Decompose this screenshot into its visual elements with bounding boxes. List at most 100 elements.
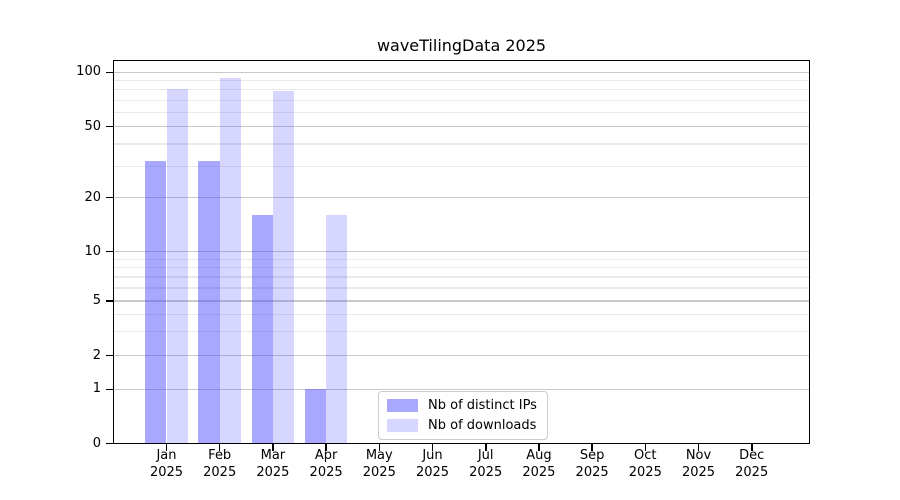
x-tick-year: 2025	[309, 464, 343, 480]
x-tick-mark	[538, 443, 540, 451]
bar-distinct-ips	[251, 215, 273, 444]
gridline-minor	[114, 99, 809, 101]
y-tick-mark	[106, 250, 113, 253]
gridline-minor	[114, 266, 809, 269]
legend: Nb of distinct IPs Nb of downloads	[378, 391, 548, 440]
x-tick-label: Apr 2025	[294, 448, 358, 481]
x-tick-year: 2025	[681, 464, 716, 480]
x-tick-label: Mar 2025	[241, 448, 305, 481]
x-tick-label: Feb 2025	[188, 448, 252, 481]
y-tick-label: 1	[92, 381, 101, 397]
x-tick-year: 2025	[362, 464, 396, 480]
x-tick-mark	[165, 443, 168, 451]
x-tick-year: 2025	[628, 464, 662, 480]
x-tick-label: May 2025	[347, 448, 411, 481]
x-tick-month: Dec	[739, 448, 765, 463]
x-tick-month: Jul	[477, 448, 494, 463]
gridline-minor	[114, 276, 809, 278]
y-tick-label: 20	[84, 189, 101, 205]
y-tick-mark	[106, 442, 113, 445]
gridline-minor	[114, 313, 809, 315]
y-tick-label: 10	[84, 243, 101, 259]
x-tick-mark	[272, 443, 274, 451]
x-tick-year: 2025	[522, 464, 556, 480]
x-tick-month: Jan	[156, 448, 177, 463]
x-tick-month: Nov	[685, 448, 712, 463]
legend-swatch-distinct-ips	[387, 399, 418, 412]
x-tick-label: Sep 2025	[560, 448, 624, 481]
x-tick-mark	[644, 443, 646, 451]
x-tick-mark	[485, 443, 487, 451]
gridline-minor	[114, 287, 809, 289]
gridline-major	[114, 197, 809, 199]
x-tick-mark	[218, 443, 221, 451]
x-tick-mark	[697, 443, 700, 451]
legend-swatch-downloads	[387, 419, 418, 432]
y-tick-label: 2	[92, 347, 101, 363]
x-tick-label: Jan 2025	[135, 448, 199, 481]
x-tick-year: 2025	[149, 464, 184, 480]
x-tick-year: 2025	[256, 464, 290, 480]
gridline-major	[114, 251, 809, 253]
x-tick-month: Apr	[314, 448, 338, 463]
bar-distinct-ips	[145, 161, 167, 444]
x-tick-label: Dec 2025	[720, 448, 784, 481]
y-tick-mark	[106, 354, 113, 357]
gridline-minor	[114, 89, 809, 91]
x-tick-month: Jun	[422, 448, 443, 463]
x-tick-label: Oct 2025	[613, 448, 677, 481]
gridline-major	[114, 388, 809, 390]
x-tick-mark	[591, 443, 593, 451]
x-tick-year: 2025	[735, 464, 769, 480]
gridline-minor	[114, 330, 809, 333]
bar-downloads	[326, 215, 348, 444]
legend-entry: Nb of downloads	[387, 418, 537, 433]
x-tick-month: Sep	[579, 448, 605, 463]
gridline-minor	[114, 111, 809, 113]
x-tick-month: Aug	[526, 448, 552, 463]
gridline-major	[114, 71, 809, 73]
bar-distinct-ips	[198, 161, 220, 444]
x-tick-mark	[751, 443, 753, 451]
y-tick-mark	[106, 300, 113, 302]
x-tick-year: 2025	[203, 464, 237, 480]
x-tick-mark	[378, 443, 381, 451]
gridline-minor	[114, 258, 809, 260]
x-tick-mark	[431, 443, 434, 451]
x-tick-year: 2025	[469, 464, 503, 480]
chart-title: waveTilingData 2025	[376, 36, 547, 55]
x-tick-month: Oct	[634, 448, 657, 463]
x-tick-label: Nov 2025	[667, 448, 731, 481]
legend-label: Nb of distinct IPs	[428, 398, 537, 413]
y-tick-label: 50	[84, 118, 101, 134]
x-tick-label: Aug 2025	[507, 448, 571, 481]
bar-downloads	[219, 78, 241, 444]
x-tick-month: Feb	[208, 448, 232, 463]
gridline-major	[114, 300, 809, 302]
bar-distinct-ips	[304, 389, 327, 444]
gridline-minor	[114, 165, 809, 167]
x-tick-label: Jul 2025	[454, 448, 518, 481]
legend-entry: Nb of distinct IPs	[387, 398, 537, 413]
gridline-minor	[114, 143, 809, 145]
gridline-minor	[114, 79, 809, 82]
x-tick-label: Jun 2025	[401, 448, 465, 481]
y-tick-label: 100	[76, 64, 101, 80]
bar-downloads	[272, 90, 295, 444]
bar-downloads	[166, 88, 188, 444]
y-tick-mark	[106, 71, 113, 74]
gridline-major	[114, 355, 809, 357]
y-tick-label: 5	[92, 293, 101, 308]
y-tick-mark	[106, 125, 113, 128]
x-tick-year: 2025	[575, 464, 609, 480]
x-tick-month: Mar	[260, 448, 286, 463]
x-tick-year: 2025	[415, 464, 450, 480]
x-tick-month: May	[365, 448, 393, 463]
y-tick-mark	[106, 388, 113, 391]
gridline-major	[114, 126, 809, 128]
legend-label: Nb of downloads	[428, 418, 537, 433]
y-tick-mark	[106, 196, 113, 199]
y-tick-label: 0	[92, 435, 101, 451]
x-tick-mark	[325, 443, 327, 451]
